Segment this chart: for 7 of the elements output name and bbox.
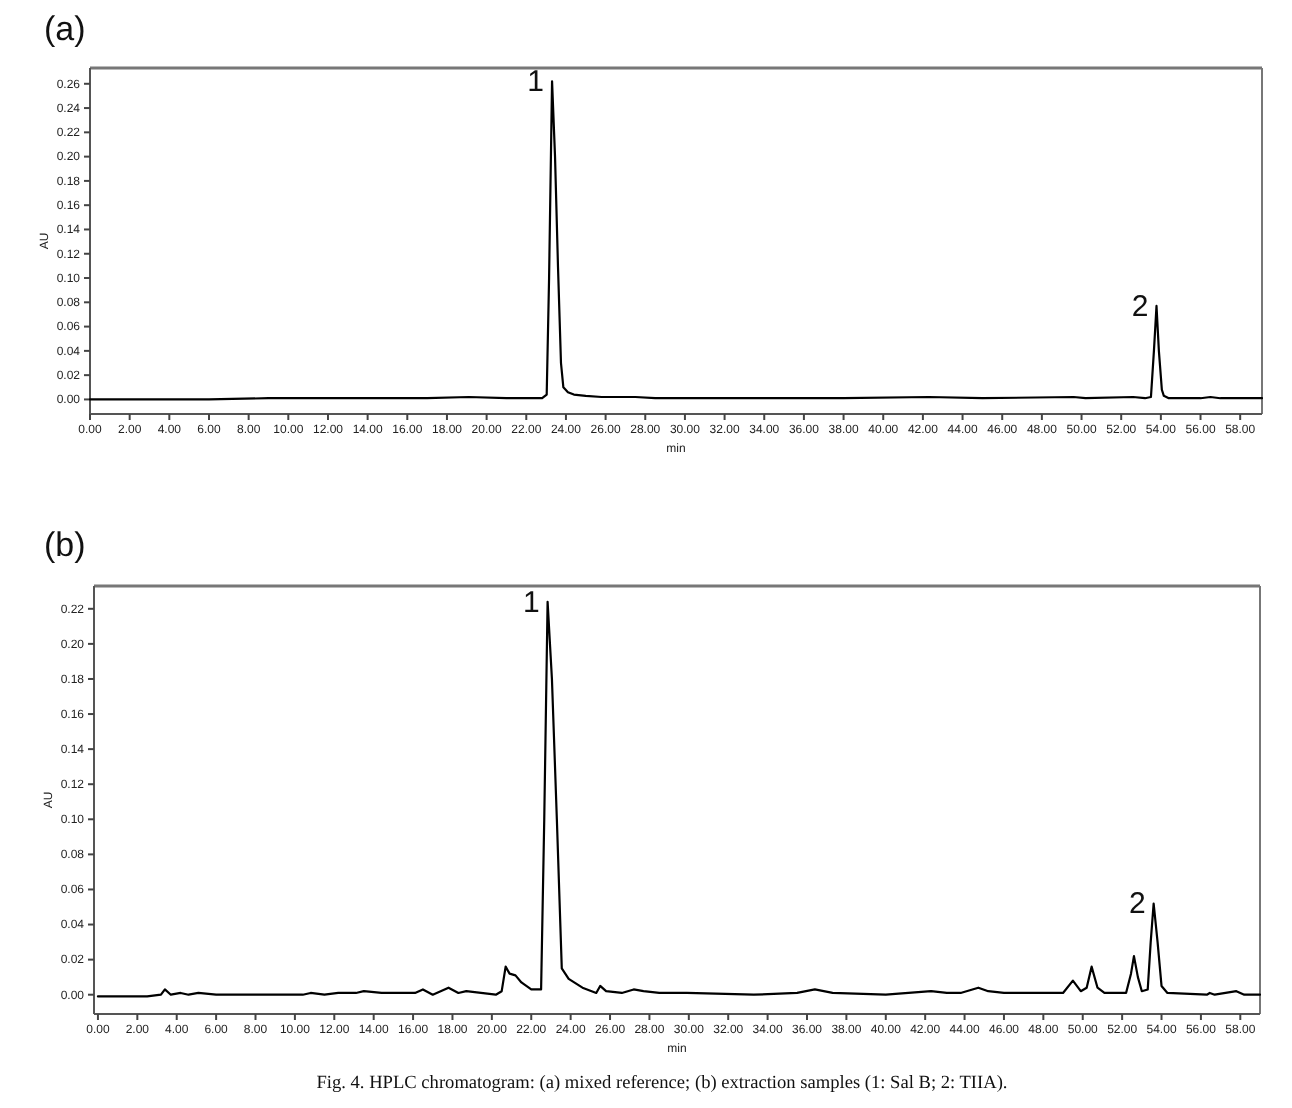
annotation: 1 [522, 585, 540, 620]
annotation: 1 [527, 65, 545, 100]
annotation: 2 [1128, 887, 1146, 922]
chart-title: (a) [44, 10, 86, 48]
chart-title: (b) [44, 526, 86, 564]
caption: Fig. 4. HPLC chromatogram: (a) mixed reference; (b) extraction samples (1: Sal B; 2: TIIA). [316, 1074, 1008, 1094]
annotation: 2 [1131, 289, 1149, 324]
